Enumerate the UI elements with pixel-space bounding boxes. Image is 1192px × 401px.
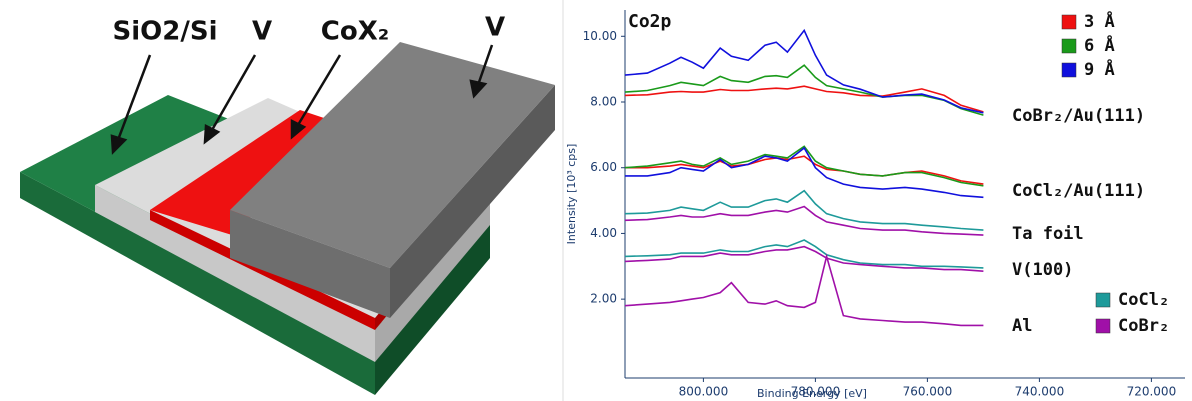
legend-label: CoCl₂ (1118, 290, 1169, 310)
arrow (476, 44, 494, 86)
arrowhead (110, 134, 128, 155)
spectrum-line (624, 189, 984, 231)
layer-label: V (485, 13, 505, 43)
legend-swatch (1061, 14, 1077, 30)
arrow (296, 54, 342, 126)
y-tick-label: 8.00 (590, 95, 617, 109)
arrow (116, 54, 152, 141)
layer-label: V (252, 17, 272, 47)
substrate-side (375, 222, 490, 395)
legend-swatch (1061, 38, 1077, 54)
legend-swatch (1061, 62, 1077, 78)
spectrum-line (624, 85, 984, 113)
arrowhead (469, 79, 488, 99)
v-block-front (230, 210, 390, 318)
spectrum-line (624, 239, 984, 269)
spectrum-line (624, 28, 984, 114)
curve-label: Al (1012, 316, 1032, 336)
v-block-top (230, 42, 555, 268)
curve-label: Ta foil (1012, 224, 1084, 244)
legend-swatch (1095, 318, 1111, 334)
x-tick-label: 780.000 (791, 385, 841, 399)
substrate-front (20, 172, 375, 395)
arrowhead (203, 124, 221, 145)
spectrum-line (625, 155, 984, 185)
legend-label: CoBr₂ (1118, 316, 1169, 336)
device-schematic: SiO2/Si V CoX₂ V (20, 13, 555, 395)
v-block-side (390, 85, 555, 318)
spectrum-line (625, 146, 984, 199)
spectrum-line (624, 245, 984, 272)
spectrum-line (624, 253, 984, 327)
y-axis-label: Intensity [10³ cps] (565, 144, 578, 245)
arrow (210, 54, 257, 131)
spectrum-title: Co2p (628, 11, 672, 32)
spectrum-line (624, 64, 984, 116)
x-tick-label: 740.000 (1015, 385, 1065, 399)
curve-label: CoBr₂/Au(111) (1012, 106, 1145, 126)
legend-label: 9 Å (1084, 57, 1115, 80)
cox2-top (150, 110, 345, 235)
legend-label: 6 Å (1084, 33, 1115, 56)
x-tick-label: 800.000 (679, 385, 729, 399)
legend-label: 3 Å (1084, 9, 1115, 32)
curve-label: V(100) (1012, 260, 1073, 280)
curve-label: CoCl₂/Au(111) (1012, 181, 1145, 201)
layer-label: SiO2/Si (113, 17, 218, 47)
arrows (110, 44, 494, 155)
spectrum-line (624, 145, 984, 187)
arrowhead (290, 118, 307, 140)
x-tick-label: 760.000 (903, 385, 953, 399)
y-tick-label: 4.00 (590, 226, 617, 240)
y-tick-label: 10.00 (583, 29, 617, 43)
spectrum-line (624, 205, 984, 236)
x-tick-label: 720.000 (1127, 385, 1177, 399)
y-tick-label: 6.00 (590, 160, 617, 174)
legend-swatch (1095, 292, 1111, 308)
y-tick-label: 2.00 (590, 292, 617, 306)
v-layer-front (95, 185, 375, 362)
layer-label: CoX₂ (321, 17, 389, 47)
x-axis-label: Binding Energy [eV] (757, 387, 867, 400)
